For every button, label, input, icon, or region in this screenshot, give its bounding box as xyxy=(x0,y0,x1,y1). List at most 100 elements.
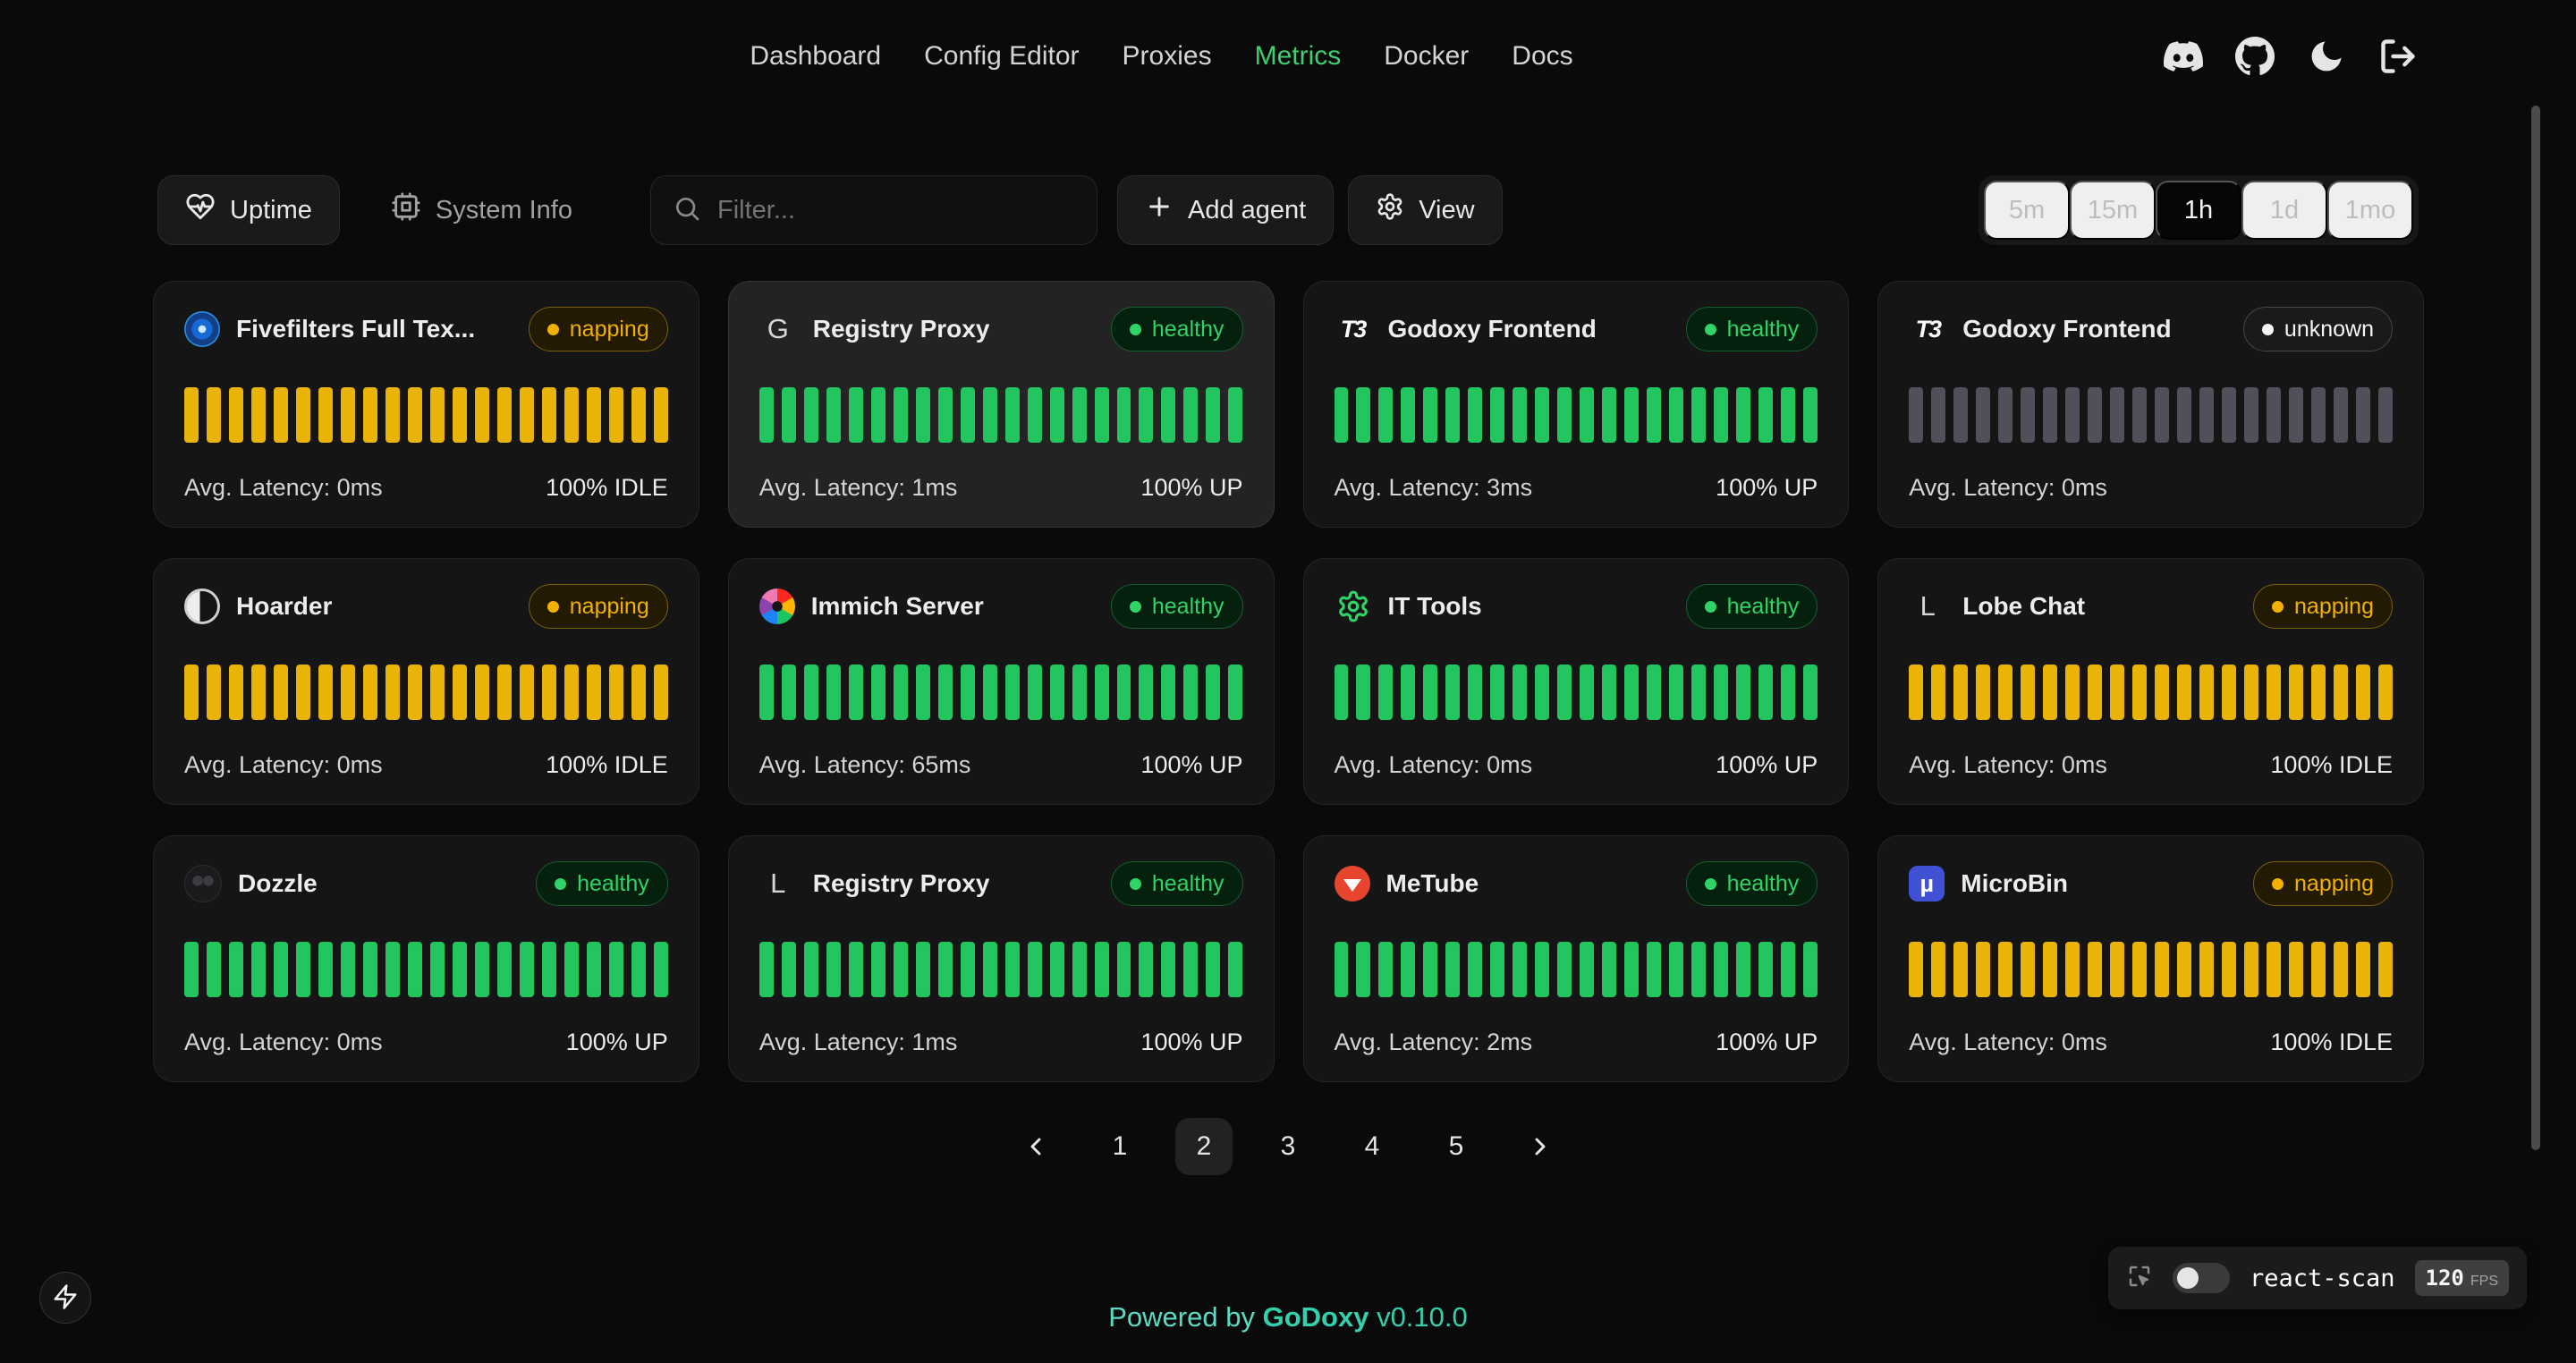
uptime-bar xyxy=(2043,941,2058,997)
uptime-bar xyxy=(1334,386,1349,443)
uptime-bar xyxy=(318,941,333,997)
service-card[interactable]: L Lobe Chat napping Avg. Latency: 0ms 100% I… xyxy=(1877,558,2424,805)
status-badge: napping xyxy=(528,584,668,629)
uptime-bar xyxy=(496,386,512,443)
add-agent-button[interactable]: Add agent xyxy=(1116,175,1335,245)
nav-item-metrics[interactable]: Metrics xyxy=(1254,41,1342,71)
quick-actions-bolt-button[interactable] xyxy=(39,1272,91,1324)
page-1[interactable]: 1 xyxy=(1091,1118,1148,1175)
uptime-bar-chart xyxy=(184,386,668,443)
uptime-bar xyxy=(250,386,266,443)
status-dot-icon xyxy=(1704,323,1716,335)
search-icon xyxy=(673,194,701,227)
status-label: healthy xyxy=(577,870,649,896)
uptime-bar xyxy=(1909,664,1924,720)
service-card[interactable]: G Registry Proxy healthy Avg. Latency: 1ms 1… xyxy=(727,281,1275,528)
uptime-bar xyxy=(2377,386,2393,443)
status-badge: unknown xyxy=(2242,307,2393,351)
uptime-bar xyxy=(1513,664,1528,720)
status-badge: healthy xyxy=(1110,307,1243,351)
status-dot-icon xyxy=(1704,877,1716,890)
page-2[interactable]: 2 xyxy=(1175,1118,1233,1175)
uptime-bar xyxy=(250,941,266,997)
uptime-bar xyxy=(982,386,997,443)
service-card[interactable]: Fivefilters Full Tex... napping Avg. Laten… xyxy=(153,281,699,528)
uptime-bar xyxy=(1334,941,1349,997)
page-3[interactable]: 3 xyxy=(1259,1118,1317,1175)
time-range-1d[interactable]: 1d xyxy=(2241,181,2327,240)
uptime-bar xyxy=(2132,664,2148,720)
status-label: unknown xyxy=(2284,316,2374,342)
service-card[interactable]: µ MicroBin napping Avg. Latency: 0ms 100% ID… xyxy=(1877,835,2424,1082)
nav-item-docs[interactable]: Docs xyxy=(1512,41,1573,71)
service-card[interactable]: Dozzle healthy Avg. Latency: 0ms 100% UP xyxy=(153,835,699,1082)
service-card[interactable]: MeTube healthy Avg. Latency: 2ms 100% UP xyxy=(1302,835,1850,1082)
service-card[interactable]: L Registry Proxy healthy Avg. Latency: 1ms 1… xyxy=(727,835,1275,1082)
uptime-bar xyxy=(1401,664,1416,720)
time-range-1mo[interactable]: 1mo xyxy=(2327,181,2413,240)
filter-input[interactable] xyxy=(715,194,1075,226)
powered-by-text: Powered by xyxy=(1108,1301,1255,1333)
next-page-chevron-icon[interactable] xyxy=(1512,1118,1569,1175)
service-name: Dozzle xyxy=(238,869,318,897)
dark-mode-moon-icon[interactable] xyxy=(2306,36,2347,77)
system-info-tab-button[interactable]: System Info xyxy=(363,175,600,245)
page-5[interactable]: 5 xyxy=(1428,1118,1485,1175)
logout-icon[interactable] xyxy=(2377,36,2419,77)
uptime-bar xyxy=(1094,664,1109,720)
prev-page-chevron-icon[interactable] xyxy=(1007,1118,1064,1175)
time-range-1h[interactable]: 1h xyxy=(2156,181,2241,240)
uptime-bar xyxy=(1714,941,1729,997)
uptime-bar xyxy=(608,386,623,443)
godoxy-brand-link[interactable]: GoDoxy xyxy=(1262,1301,1369,1333)
uptime-bar xyxy=(915,941,930,997)
uptime-bar xyxy=(1781,386,1796,443)
uptime-bar xyxy=(1781,664,1796,720)
uptime-tab-button[interactable]: Uptime xyxy=(157,175,340,245)
inspect-icon[interactable] xyxy=(2126,1263,2153,1294)
service-card[interactable]: Immich Server healthy Avg. Latency: 65ms 10… xyxy=(727,558,1275,805)
uptime-bar xyxy=(653,664,668,720)
uptime-bar xyxy=(273,664,288,720)
service-card[interactable]: IT Tools healthy Avg. Latency: 0ms 100% UP xyxy=(1302,558,1850,805)
uptime-bar xyxy=(2177,941,2192,997)
time-range-5m[interactable]: 5m xyxy=(1984,181,2070,240)
card-header: L Lobe Chat napping xyxy=(1909,584,2393,629)
service-card[interactable]: Hoarder napping Avg. Latency: 0ms 100% IDLE xyxy=(153,558,699,805)
react-scan-widget[interactable]: react-scan 120 FPS xyxy=(2107,1247,2527,1309)
uptime-bar-chart xyxy=(184,664,668,720)
view-button[interactable]: View xyxy=(1348,175,1503,245)
scrollbar-thumb[interactable] xyxy=(2531,106,2540,1150)
plus-icon xyxy=(1145,192,1174,228)
service-card[interactable]: T3 Godoxy Frontend healthy Avg. Latency: 3m… xyxy=(1302,281,1850,528)
uptime-bar xyxy=(2177,664,2192,720)
discord-icon[interactable] xyxy=(2163,36,2204,77)
uptime-bar xyxy=(1423,386,1438,443)
nav-item-proxies[interactable]: Proxies xyxy=(1122,41,1212,71)
uptime-bar xyxy=(1624,941,1640,997)
fivefilters-icon xyxy=(184,311,220,347)
status-dot-icon xyxy=(547,323,559,335)
status-label: healthy xyxy=(1726,593,1800,619)
page-4[interactable]: 4 xyxy=(1343,1118,1401,1175)
service-card[interactable]: T3 Godoxy Frontend unknown Avg. Latency: 0m… xyxy=(1877,281,2424,528)
uptime-bar xyxy=(184,664,199,720)
version-link[interactable]: v0.10.0 xyxy=(1377,1301,1468,1333)
nav-item-docker[interactable]: Docker xyxy=(1384,41,1470,71)
uptime-bar xyxy=(541,664,556,720)
nav-item-dashboard[interactable]: Dashboard xyxy=(750,41,882,71)
service-name: Lobe Chat xyxy=(1962,592,2086,620)
uptime-bar xyxy=(452,386,467,443)
uptime-bar xyxy=(429,386,445,443)
react-scan-toggle[interactable] xyxy=(2172,1263,2230,1293)
time-range-15m[interactable]: 15m xyxy=(2070,181,2156,240)
uptime-bar xyxy=(2288,941,2303,997)
uptime-bar xyxy=(1998,664,2013,720)
uptime-bar xyxy=(206,664,221,720)
dozzle-icon xyxy=(184,865,222,902)
nav-item-config-editor[interactable]: Config Editor xyxy=(924,41,1080,71)
github-icon[interactable] xyxy=(2234,36,2275,77)
uptime-bar xyxy=(2310,664,2326,720)
uptime-bar xyxy=(758,386,774,443)
uptime-bar xyxy=(1714,664,1729,720)
